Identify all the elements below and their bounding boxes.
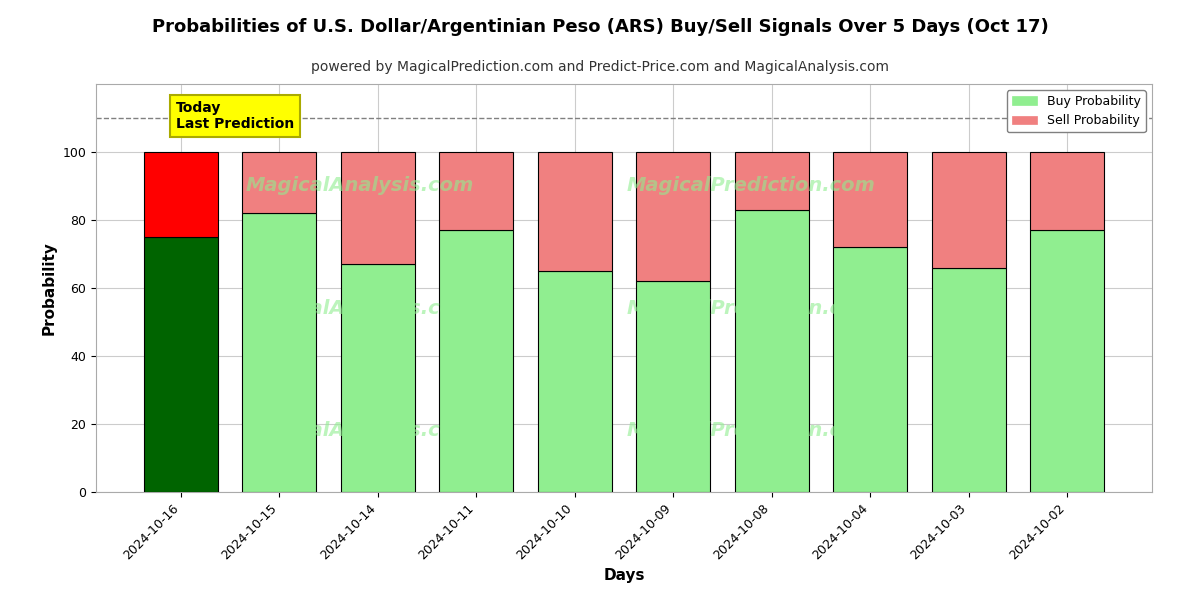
Text: MagicalAnalysis.com: MagicalAnalysis.com — [246, 299, 474, 318]
Bar — [1030, 230, 1104, 492]
Text: MagicalAnalysis.com: MagicalAnalysis.com — [246, 421, 474, 440]
Bar — [144, 152, 218, 237]
Bar — [1030, 152, 1104, 230]
Bar — [833, 247, 907, 492]
Text: MagicalPrediction.com: MagicalPrediction.com — [626, 299, 875, 318]
Bar — [439, 152, 514, 230]
Text: MagicalAnalysis.com: MagicalAnalysis.com — [246, 176, 474, 196]
X-axis label: Days: Days — [604, 568, 644, 583]
Bar — [931, 152, 1006, 268]
Legend: Buy Probability, Sell Probability: Buy Probability, Sell Probability — [1007, 90, 1146, 133]
Text: MagicalPrediction.com: MagicalPrediction.com — [626, 176, 875, 196]
Text: Today
Last Prediction: Today Last Prediction — [176, 101, 294, 131]
Bar — [341, 152, 415, 264]
Bar — [242, 213, 317, 492]
Bar — [538, 152, 612, 271]
Text: powered by MagicalPrediction.com and Predict-Price.com and MagicalAnalysis.com: powered by MagicalPrediction.com and Pre… — [311, 60, 889, 74]
Bar — [341, 264, 415, 492]
Bar — [931, 268, 1006, 492]
Bar — [144, 237, 218, 492]
Bar — [833, 152, 907, 247]
Text: Probabilities of U.S. Dollar/Argentinian Peso (ARS) Buy/Sell Signals Over 5 Days: Probabilities of U.S. Dollar/Argentinian… — [151, 18, 1049, 36]
Bar — [242, 152, 317, 213]
Text: MagicalPrediction.com: MagicalPrediction.com — [626, 421, 875, 440]
Bar — [538, 271, 612, 492]
Bar — [734, 210, 809, 492]
Bar — [636, 281, 710, 492]
Bar — [734, 152, 809, 210]
Y-axis label: Probability: Probability — [42, 241, 56, 335]
Bar — [636, 152, 710, 281]
Bar — [439, 230, 514, 492]
